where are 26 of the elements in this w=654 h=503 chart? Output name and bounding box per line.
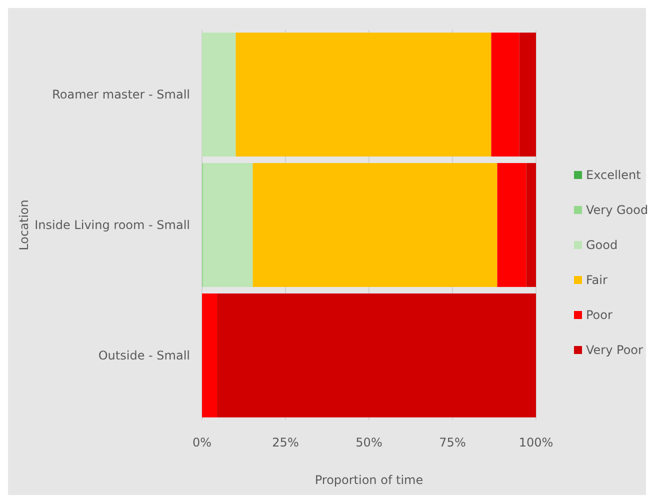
bar: [497, 163, 526, 287]
x-tick-label: 25%: [272, 436, 299, 450]
legend-label: Good: [586, 238, 618, 252]
x-tick-label: 100%: [518, 436, 554, 450]
x-tick-label: 0%: [192, 436, 212, 450]
bar: [217, 293, 536, 418]
bar: [526, 163, 536, 287]
y-tick-label: Inside Living room - Small: [34, 218, 190, 232]
bar: [202, 293, 218, 418]
legend-label: Fair: [586, 273, 608, 287]
bar: [491, 32, 520, 157]
legend-label: Very Good: [586, 203, 648, 217]
y-tick-label: Outside - Small: [98, 348, 190, 362]
bar: [252, 163, 498, 287]
y-tick-label: Roamer master - Small: [52, 87, 190, 102]
bar: [203, 163, 253, 287]
bar: [236, 32, 492, 157]
x-tick-label: 75%: [439, 436, 466, 450]
legend-label: Excellent: [586, 168, 642, 182]
legend-label: Poor: [586, 308, 612, 322]
y-axis-title: Location: [17, 200, 31, 250]
x-axis-title: Proportion of time: [314, 473, 424, 487]
bar: [519, 32, 536, 157]
bar: [202, 32, 236, 157]
legend-label: Very Poor: [586, 343, 643, 357]
x-tick-label: 50%: [356, 436, 382, 450]
